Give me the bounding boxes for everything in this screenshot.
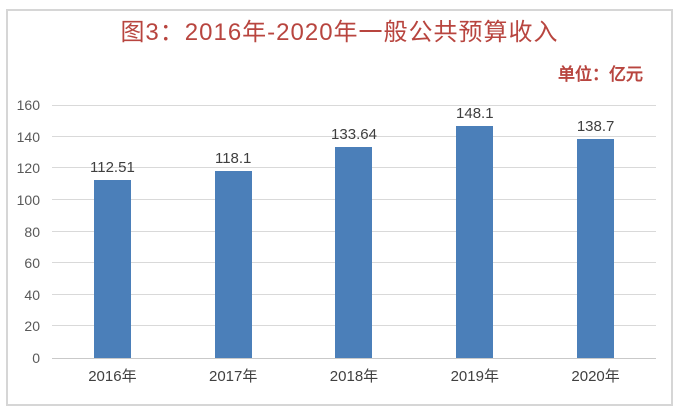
y-tick-label: 120 <box>16 160 40 177</box>
y-tick-label: 140 <box>16 128 40 145</box>
bar-column: 112.51 <box>52 105 173 358</box>
chart-frame: 图3：2016年-2020年一般公共预算收入 单位：亿元 0 20 40 60 80 10… <box>6 9 673 406</box>
bar-column: 148.1 <box>414 105 535 358</box>
plot-area: 112.51 118.1 133.64 148.1 138.7 <box>52 105 656 359</box>
bar <box>214 171 252 358</box>
bar <box>93 180 131 358</box>
unit-label: 单位：亿元 <box>558 65 643 84</box>
y-tick-label: 40 <box>24 286 40 303</box>
y-tick-label: 160 <box>16 97 40 113</box>
bar <box>456 126 494 358</box>
x-tick-label: 2019年 <box>450 367 499 385</box>
bar-value-label: 133.64 <box>331 125 377 143</box>
x-tick-label: 2017年 <box>209 367 258 385</box>
bar-value-label: 112.51 <box>90 159 135 177</box>
bars-row: 112.51 118.1 133.64 148.1 138.7 <box>52 105 656 358</box>
y-tick-label: 100 <box>16 191 40 208</box>
x-tick-label: 2020年 <box>571 367 620 385</box>
bar-value-label: 118.1 <box>214 150 252 168</box>
x-tick-label: 2018年 <box>329 367 379 385</box>
bar-value-label: 148.1 <box>456 105 494 122</box>
bar-column: 118.1 <box>173 105 294 358</box>
bar <box>335 146 373 358</box>
gridline <box>52 105 656 106</box>
bar-value-label: 138.7 <box>576 117 615 135</box>
bar-column: 133.64 <box>294 105 415 358</box>
chart-title: 图3：2016年-2020年一般公共预算收入 <box>120 19 559 46</box>
y-axis: 0 20 40 60 80 100 120 140 160 <box>8 97 44 366</box>
x-axis: 2016年 2017年 2018年 2019年 2020年 <box>52 363 656 387</box>
x-tick-label: 2016年 <box>88 367 137 385</box>
bar-column: 138.7 <box>535 105 656 358</box>
gridline <box>52 135 656 137</box>
y-tick-label: 20 <box>24 318 40 335</box>
y-tick-label: 0 <box>32 350 40 366</box>
bar <box>577 138 615 358</box>
y-tick-label: 60 <box>24 255 40 272</box>
y-tick-label: 80 <box>24 223 40 240</box>
